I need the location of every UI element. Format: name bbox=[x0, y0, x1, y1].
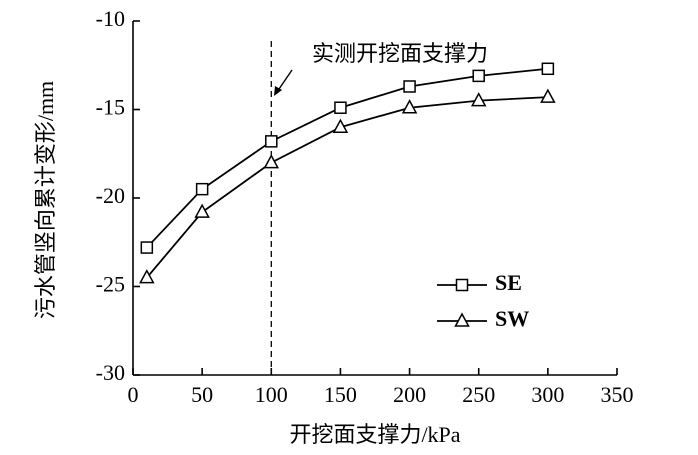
annotation-arrow bbox=[276, 69, 293, 93]
x-tick-label: 100 bbox=[255, 382, 288, 407]
x-axis-label: 开挖面支撑力/kPa bbox=[289, 422, 460, 447]
annotation-text: 实测开挖面支撑力 bbox=[312, 41, 488, 66]
y-tick-label: -10 bbox=[96, 6, 125, 31]
y-tick-label: -30 bbox=[96, 360, 125, 385]
legend-label: SE bbox=[495, 270, 522, 295]
x-tick-label: 0 bbox=[128, 382, 139, 407]
data-point bbox=[194, 203, 210, 218]
y-tick-label: -25 bbox=[96, 272, 125, 297]
x-tick-label: 300 bbox=[531, 382, 564, 407]
x-tick-label: 350 bbox=[601, 382, 634, 407]
data-point bbox=[332, 118, 349, 133]
data-point bbox=[401, 99, 418, 114]
legend-label: SW bbox=[495, 306, 529, 331]
data-point bbox=[540, 88, 556, 103]
legend-marker bbox=[454, 312, 470, 327]
y-tick-label: -20 bbox=[96, 183, 125, 208]
data-point bbox=[139, 269, 155, 284]
data-point bbox=[470, 92, 487, 107]
x-tick-label: 250 bbox=[462, 382, 495, 407]
y-tick-label: -15 bbox=[96, 95, 125, 120]
data-point bbox=[541, 62, 555, 76]
x-tick-label: 150 bbox=[324, 382, 357, 407]
data-point bbox=[195, 182, 209, 196]
data-point bbox=[472, 69, 485, 83]
x-tick-label: 200 bbox=[393, 382, 426, 407]
y-axis-label: 污水管竖向累计变形/mm bbox=[33, 81, 58, 319]
series-line bbox=[146, 67, 548, 249]
x-tick-label: 50 bbox=[191, 382, 213, 407]
data-point bbox=[140, 241, 154, 254]
annotation-arrowhead bbox=[274, 86, 282, 96]
data-point bbox=[265, 135, 278, 148]
data-point bbox=[334, 101, 347, 114]
data-point bbox=[403, 80, 416, 93]
data-point bbox=[263, 154, 280, 169]
legend-marker bbox=[455, 278, 469, 292]
